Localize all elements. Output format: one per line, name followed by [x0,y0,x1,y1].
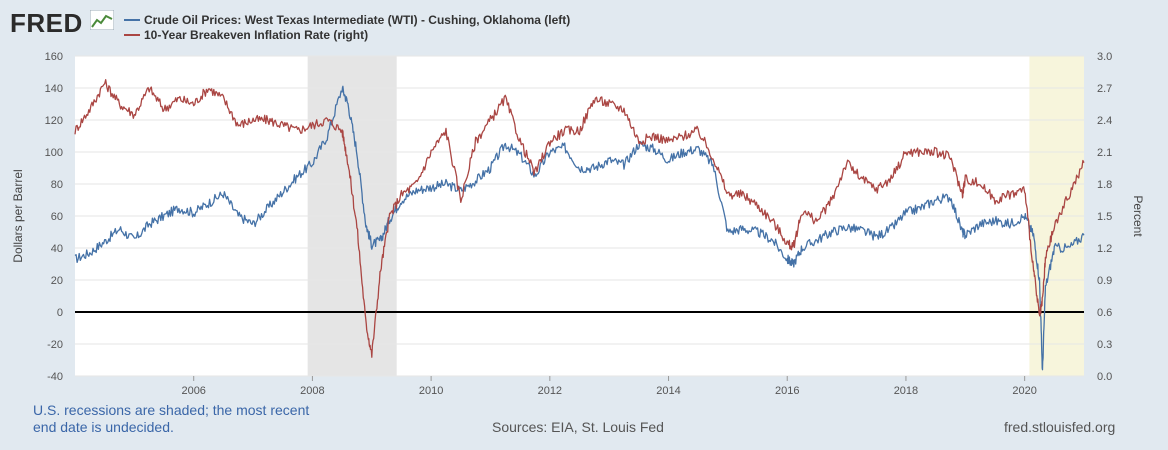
fred-chart-icon [90,10,114,30]
right-tick-label: 2.4 [1097,115,1112,127]
right-axis-title: Percent [1131,195,1145,237]
sources-text: Sources: EIA, St. Louis Fed [492,419,664,435]
left-tick-label: 100 [45,147,63,159]
series-layer [74,79,1085,371]
legend-swatch-breakeven [124,33,140,36]
series-line-wti [74,85,1085,371]
left-tick-label: 120 [45,115,63,127]
legend-label-wti: Crude Oil Prices: West Texas Intermediat… [144,13,571,27]
chart-header: FRED Crude Oil Prices: West Texas Interm… [0,0,1168,48]
x-tick-label: 2012 [538,385,562,397]
x-tick-label: 2006 [181,385,205,397]
x-tick-label: 2008 [300,385,324,397]
x-tick-label: 2010 [419,385,443,397]
x-tick-label: 2014 [656,385,680,397]
x-tick-label: 2018 [894,385,918,397]
legend-item-breakeven[interactable]: 10-Year Breakeven Inflation Rate (right) [124,28,368,42]
left-tick-label: 80 [51,179,63,191]
left-tick-label: 160 [45,51,63,63]
right-tick-label: 2.1 [1097,147,1112,159]
left-tick-label: 140 [45,83,63,95]
x-axis-ticks: 2006 2008 2010 2012 2014 2016 2018 2020 [181,376,1037,397]
line-chart: -40 -20 0 20 40 60 80 100 120 140 160 0.0 0.3 0.6 0.9… [11,51,1145,397]
x-tick-label: 2020 [1012,385,1036,397]
legend-item-wti[interactable]: Crude Oil Prices: West Texas Intermediat… [124,13,570,27]
right-tick-label: 0.0 [1097,371,1112,383]
right-tick-label: 3.0 [1097,51,1112,63]
right-tick-label: 2.7 [1097,83,1112,95]
left-tick-label: -20 [47,339,63,351]
right-tick-label: 1.2 [1097,243,1112,255]
left-tick-label: 0 [57,307,63,319]
legend-label-breakeven: 10-Year Breakeven Inflation Rate (right) [144,28,369,42]
left-tick-label: 60 [51,211,63,223]
recession-note: U.S. recessions are shaded; the most rec… [33,402,310,435]
right-axis-ticks: 0.0 0.3 0.6 0.9 1.2 1.5 1.8 2.1 2.4 2.7 3.0 [1097,51,1112,383]
right-tick-label: 0.9 [1097,275,1112,287]
series-line-breakeven [74,79,1085,358]
gridlines [75,55,1084,377]
left-tick-label: 40 [51,243,63,255]
source-url-link[interactable]: fred.stlouisfed.org [1004,419,1116,435]
legend-swatch-wti [124,18,140,21]
right-tick-label: 1.5 [1097,211,1112,223]
right-tick-label: 0.3 [1097,339,1112,351]
x-tick-label: 2016 [775,385,799,397]
right-tick-label: 1.8 [1097,179,1112,191]
right-tick-label: 0.6 [1097,307,1112,319]
left-axis-ticks: -40 -20 0 20 40 60 80 100 120 140 160 [45,51,63,383]
fred-logo[interactable]: FRED [10,8,83,38]
left-axis-title: Dollars per Barrel [11,169,25,262]
left-tick-label: -40 [47,371,63,383]
left-tick-label: 20 [51,275,63,287]
